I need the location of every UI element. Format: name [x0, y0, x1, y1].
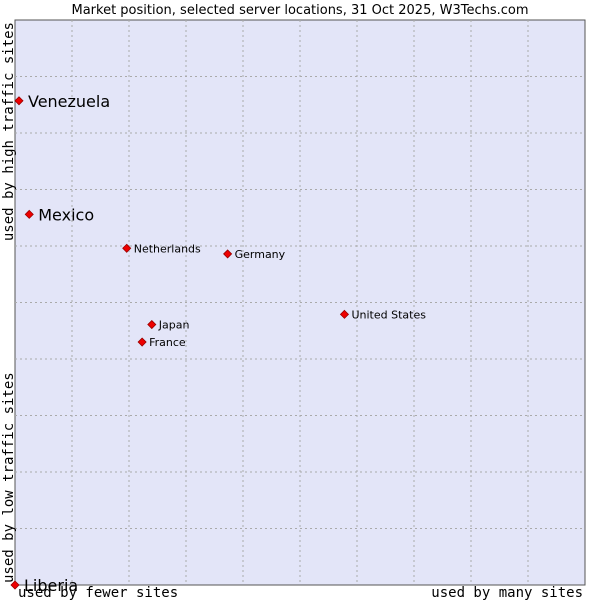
- label-liberia: Liberia: [24, 576, 78, 595]
- point-liberia: [10, 580, 20, 590]
- x-axis-label-high: used by many sites: [431, 585, 583, 600]
- label-germany: Germany: [235, 248, 286, 261]
- point-united-states: [339, 309, 350, 319]
- chart-title: Market position, selected server locatio…: [71, 3, 528, 18]
- x-axis-label-low: used by fewer sites: [18, 585, 178, 600]
- point-mexico: [24, 209, 34, 219]
- label-japan: Japan: [158, 319, 190, 332]
- point-germany: [223, 249, 233, 259]
- label-france: France: [149, 336, 186, 349]
- point-france: [137, 337, 147, 347]
- y-axis-label-low: used by low traffic sites: [1, 372, 17, 583]
- gridlines: [15, 20, 585, 585]
- label-mexico: Mexico: [38, 205, 94, 224]
- point-netherlands: [122, 243, 132, 253]
- label-netherlands: Netherlands: [134, 242, 201, 255]
- y-axis-label-high: used by high traffic sites: [1, 22, 17, 241]
- label-united-states: United States: [351, 308, 426, 321]
- point-japan: [147, 319, 157, 330]
- data-points: Venezuela Mexico Netherlands Germany United …: [10, 92, 426, 595]
- point-venezuela: [14, 96, 24, 106]
- label-venezuela: Venezuela: [28, 92, 110, 111]
